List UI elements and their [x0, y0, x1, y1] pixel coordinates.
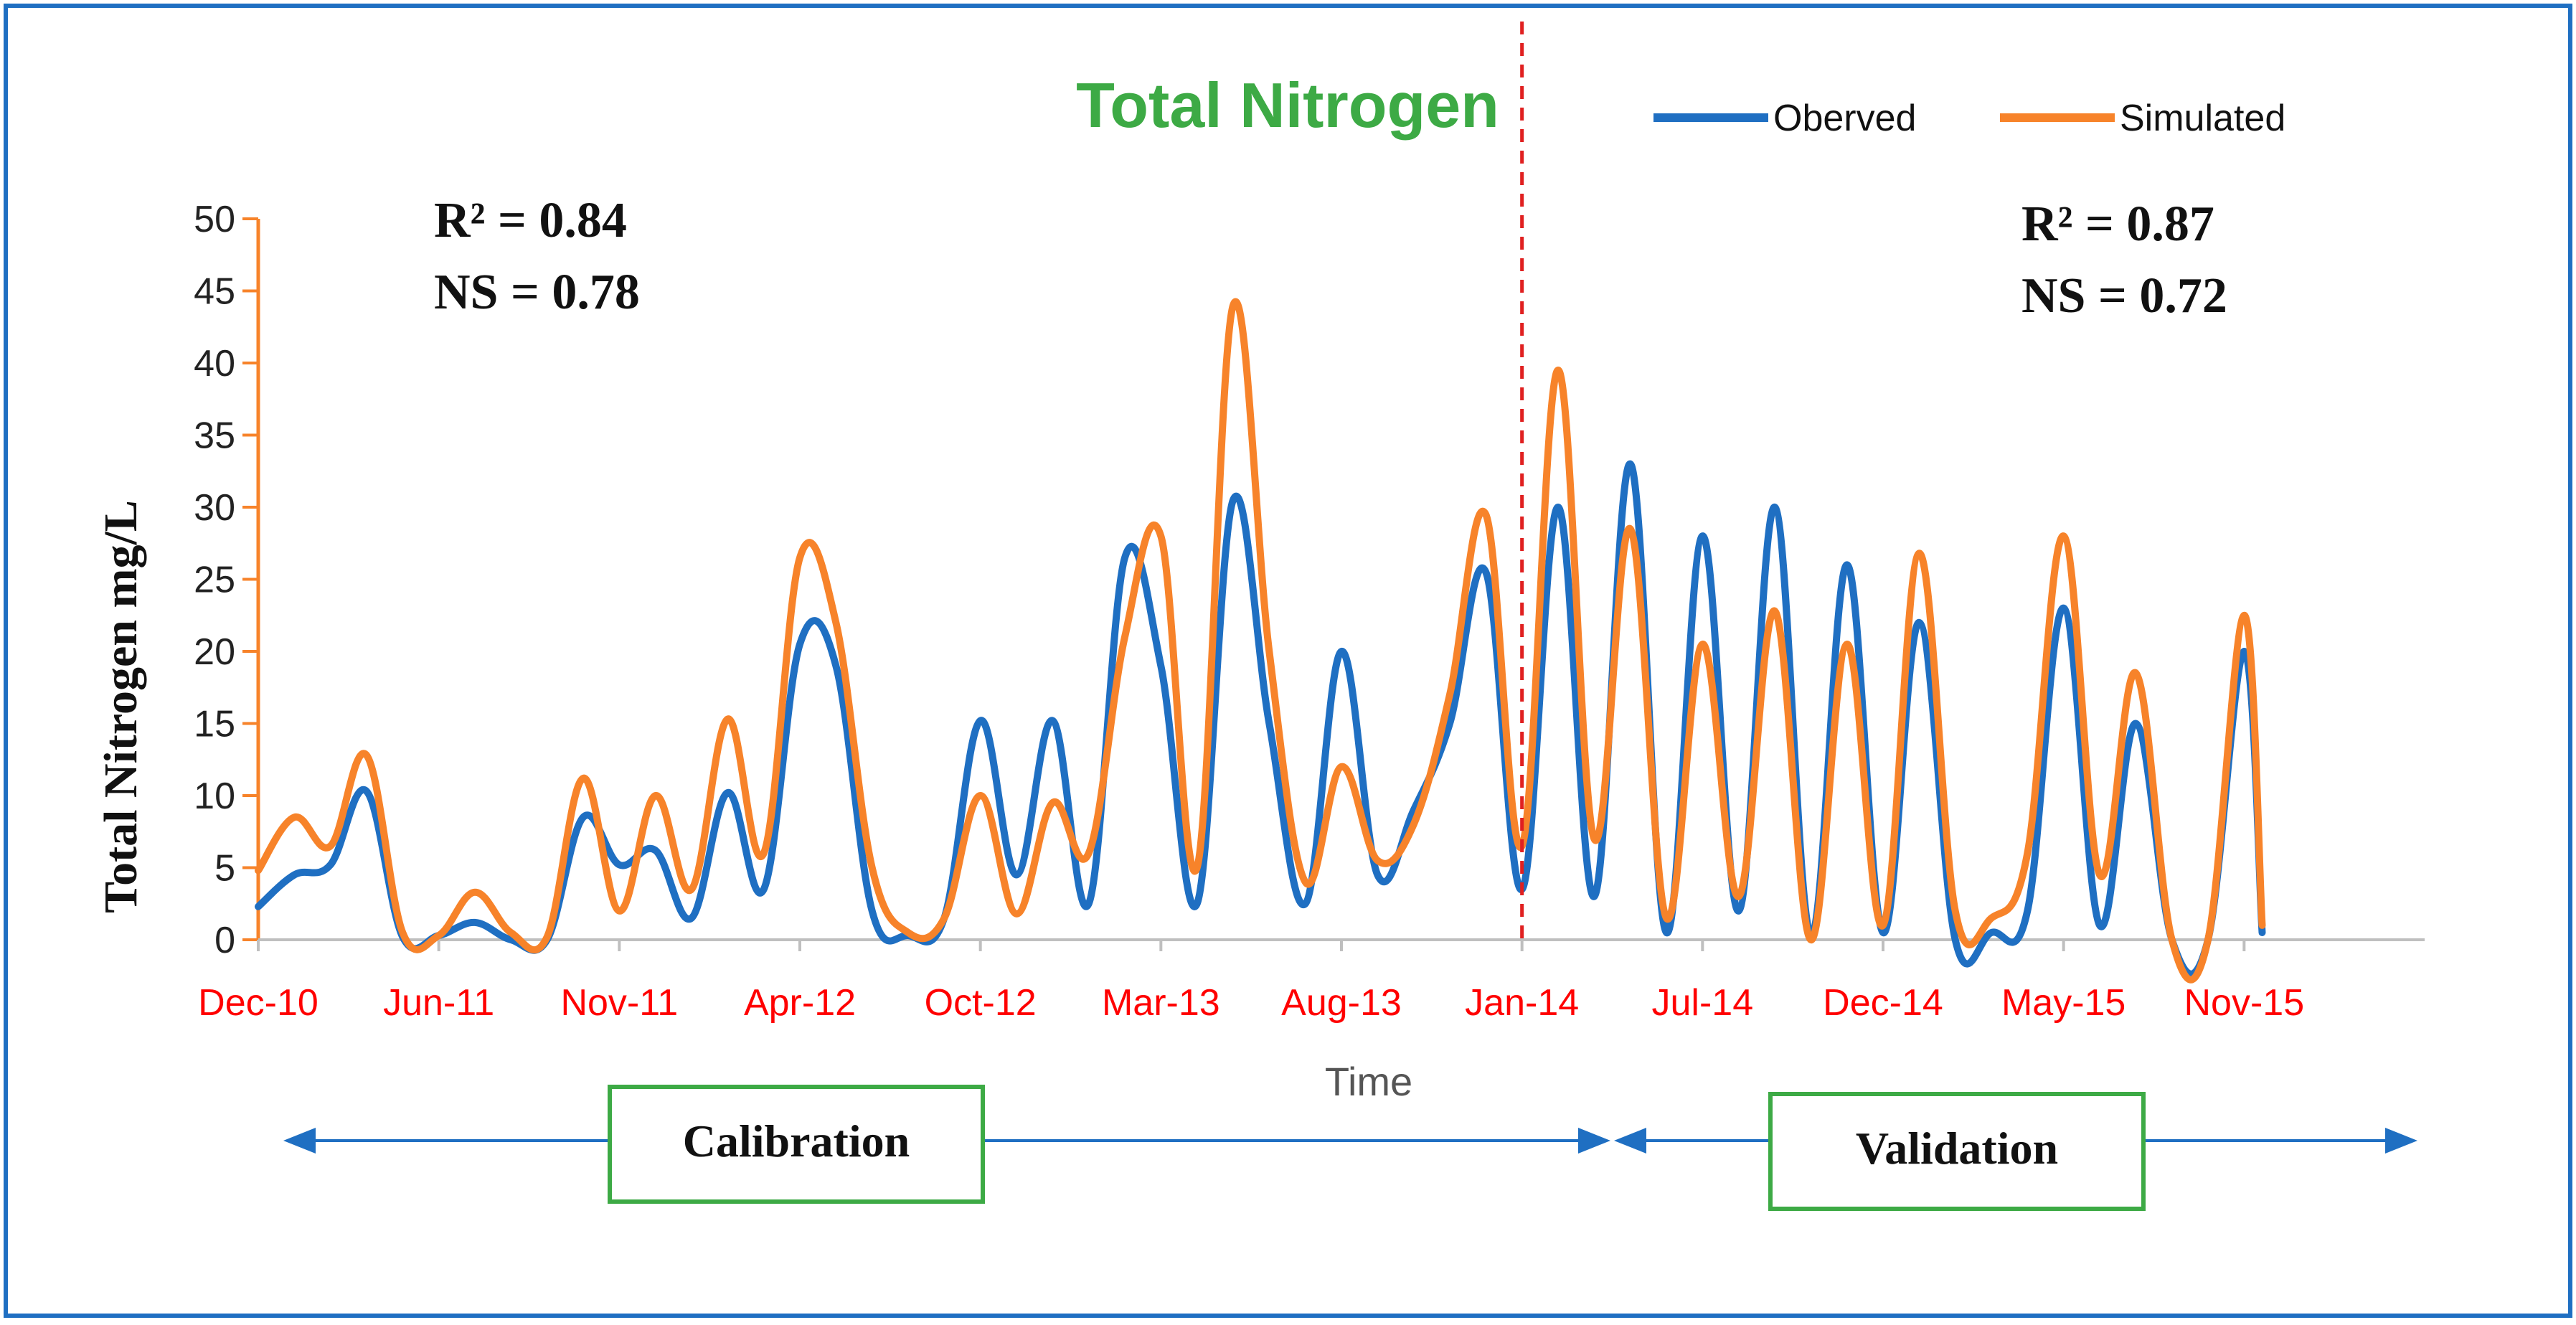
calibration-arrow-right-head: [1578, 1128, 1610, 1154]
validation-box: [1768, 1092, 2146, 1211]
calibration-arrow-left-head: [283, 1128, 316, 1154]
calibration-r2: R² = 0.84: [434, 193, 627, 248]
x-ticks: Dec-10 Jun-11 Nov-11 Apr-12 Oct-12 Mar-13 Aug-…: [198, 940, 2304, 1024]
y-tick-label: 0: [214, 920, 235, 961]
x-tick-label: Apr-12: [744, 982, 856, 1024]
x-tick-label: Jan-14: [1465, 982, 1579, 1024]
validation-r2: R² = 0.87: [2021, 197, 2214, 252]
x-tick-label: May-15: [2001, 982, 2126, 1024]
series: [255, 298, 2266, 984]
y-ticks: 0 5 10 15 20 25 30 35 40 45 50: [194, 199, 258, 961]
x-tick-label: Aug-13: [1281, 982, 1402, 1024]
y-tick-label: 35: [194, 415, 235, 457]
validation-arrow-right-head: [2385, 1128, 2417, 1154]
validation-arrow-left-head: [1614, 1128, 1646, 1154]
x-tick-label: Jun-11: [383, 982, 494, 1024]
chart-title: Total Nitrogen: [1076, 70, 1499, 141]
y-tick-label: 45: [194, 271, 235, 313]
x-tick-label: Dec-10: [198, 982, 319, 1024]
series-line-simulated: [255, 298, 2266, 984]
x-tick-label: Nov-11: [560, 982, 678, 1024]
x-axis-label: Time: [1325, 1059, 1412, 1104]
y-tick-label: 20: [194, 631, 235, 673]
y-tick-label: 15: [194, 704, 235, 745]
legend: Oberved Simulated: [1653, 98, 2285, 139]
y-tick-label: 30: [194, 487, 235, 529]
y-tick-label: 25: [194, 560, 235, 601]
legend-label-observed: Oberved: [1773, 98, 1916, 139]
x-tick-label: Oct-12: [925, 982, 1037, 1024]
legend-label-simulated: Simulated: [2120, 98, 2285, 139]
calibration-label: Calibration: [683, 1116, 910, 1166]
x-tick-label: Mar-13: [1102, 982, 1220, 1024]
y-tick-label: 5: [214, 848, 235, 890]
x-tick-label: Dec-14: [1823, 982, 1943, 1024]
calibration-box: [608, 1085, 985, 1204]
y-tick-label: 10: [194, 775, 235, 817]
calibration-ns: NS = 0.78: [434, 265, 640, 320]
validation-ns: NS = 0.72: [2021, 268, 2227, 324]
y-axis-label: Total Nitrogen mg/L: [95, 500, 147, 913]
validation-label: Validation: [1856, 1123, 2058, 1174]
x-tick-label: Jul-14: [1652, 982, 1754, 1024]
y-tick-label: 50: [194, 199, 235, 240]
x-tick-label: Nov-15: [2184, 982, 2305, 1024]
y-tick-label: 40: [194, 343, 235, 385]
